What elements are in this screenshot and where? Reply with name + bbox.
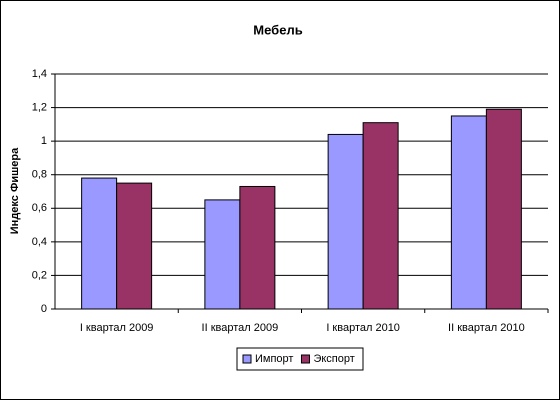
y-tick-label: 1,4	[32, 68, 47, 80]
y-tick-label: 0	[41, 303, 47, 315]
legend-label: Экспорт	[313, 353, 354, 365]
y-tick-label: 1	[41, 135, 47, 147]
bar	[450, 115, 487, 310]
legend-swatch	[300, 354, 310, 364]
y-tick-label: 0,4	[32, 236, 47, 248]
legend-label: Импорт	[255, 353, 293, 365]
bar	[81, 177, 118, 310]
bar	[239, 185, 276, 310]
legend: Импорт Экспорт	[236, 347, 364, 371]
x-tick-label: I квартал 2010	[326, 322, 400, 334]
bar	[362, 122, 399, 310]
x-tick-label: II квартал 2009	[202, 322, 279, 334]
y-tick-label: 0,8	[32, 169, 47, 181]
chart-title: Мебель	[253, 22, 302, 37]
bar	[116, 182, 153, 310]
bar	[327, 133, 364, 310]
x-tick-label: I квартал 2009	[80, 322, 154, 334]
x-tick-label: II квартал 2010	[448, 322, 525, 334]
bar	[485, 108, 522, 310]
bar	[204, 199, 241, 310]
y-tick-label: 0,6	[32, 202, 47, 214]
legend-swatch	[242, 354, 252, 364]
legend-box	[236, 347, 364, 371]
y-axis-title: Индекс Фишера	[9, 147, 21, 234]
y-tick-label: 0,2	[32, 269, 47, 281]
y-tick-label: 1,2	[32, 101, 47, 113]
